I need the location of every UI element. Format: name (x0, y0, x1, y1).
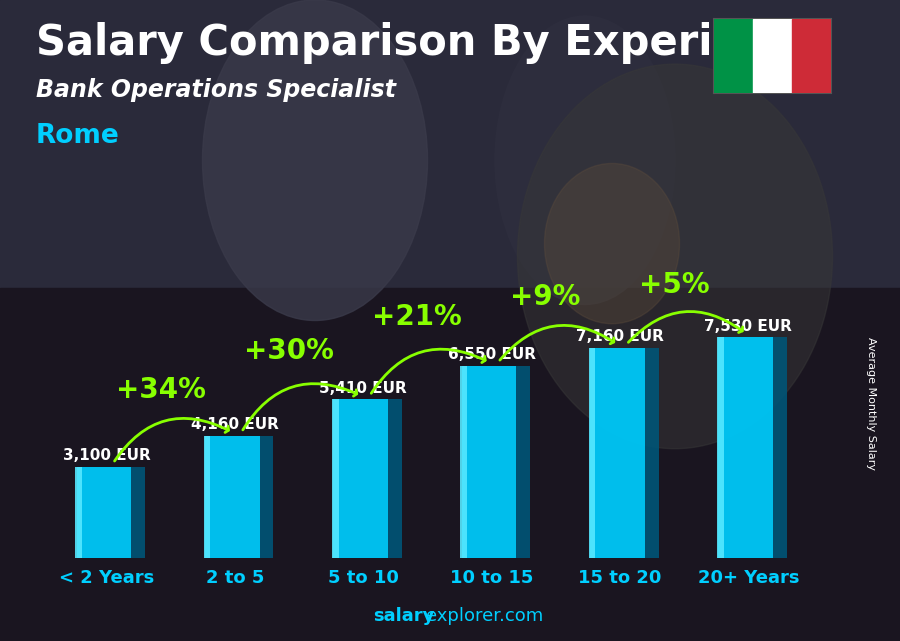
Text: explorer.com: explorer.com (426, 607, 543, 625)
Text: Rome: Rome (36, 123, 120, 149)
Bar (78, 467, 145, 558)
Text: +21%: +21% (373, 303, 462, 331)
Bar (464, 366, 530, 558)
Text: +30%: +30% (244, 337, 334, 365)
Text: 5,410 EUR: 5,410 EUR (320, 381, 407, 395)
Text: 7,160 EUR: 7,160 EUR (576, 329, 664, 344)
Bar (590, 348, 644, 558)
Text: +5%: +5% (639, 271, 709, 299)
Bar (460, 366, 467, 558)
Bar (0, 0, 900, 288)
Bar (332, 399, 338, 558)
Bar (76, 467, 131, 558)
Bar (717, 337, 724, 558)
Bar (589, 348, 595, 558)
Text: Bank Operations Specialist: Bank Operations Specialist (36, 78, 396, 102)
Bar (333, 399, 388, 558)
Bar (335, 399, 401, 558)
Ellipse shape (544, 163, 680, 324)
Bar (203, 436, 211, 558)
Bar (0, 288, 900, 641)
Text: 4,160 EUR: 4,160 EUR (191, 417, 279, 432)
Text: 6,550 EUR: 6,550 EUR (447, 347, 536, 362)
Text: salary: salary (374, 607, 435, 625)
Text: +9%: +9% (510, 283, 580, 312)
Bar (207, 436, 274, 558)
Text: Salary Comparison By Experience: Salary Comparison By Experience (36, 22, 824, 65)
Bar (720, 337, 787, 558)
Bar (718, 337, 773, 558)
Text: +34%: +34% (115, 376, 205, 404)
Bar (792, 19, 831, 93)
Bar (714, 19, 752, 93)
Bar (205, 436, 260, 558)
Ellipse shape (202, 0, 428, 320)
Ellipse shape (518, 64, 832, 449)
Text: Average Monthly Salary: Average Monthly Salary (866, 337, 877, 470)
Text: 7,530 EUR: 7,530 EUR (705, 319, 792, 333)
Bar (752, 19, 792, 93)
Bar (592, 348, 659, 558)
Bar (76, 467, 82, 558)
Bar (462, 366, 517, 558)
Text: 3,100 EUR: 3,100 EUR (63, 448, 150, 463)
Ellipse shape (495, 16, 675, 304)
